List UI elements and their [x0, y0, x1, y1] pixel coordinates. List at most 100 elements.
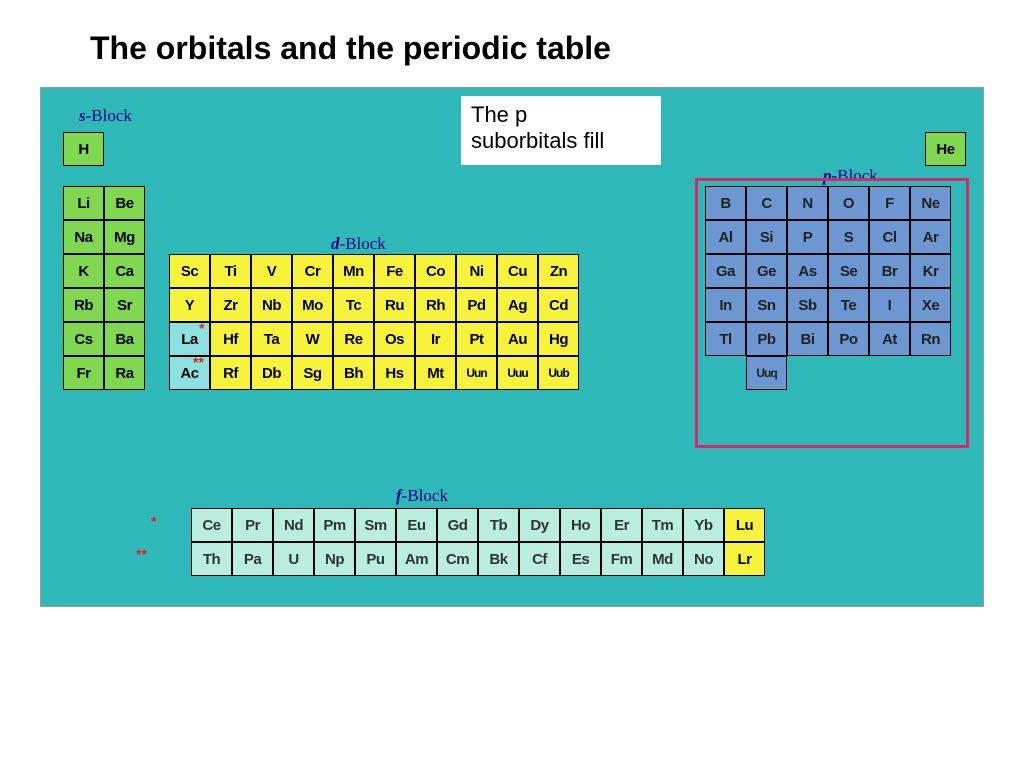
element-cell-Ru: Ru — [374, 288, 415, 322]
element-cell-Li: Li — [63, 186, 104, 220]
element-cell-Tl: Tl — [705, 322, 746, 356]
element-cell-Cr: Cr — [292, 254, 333, 288]
element-cell-Rh: Rh — [415, 288, 456, 322]
element-cell-Eu: Eu — [396, 508, 437, 542]
element-cell-U: U — [273, 542, 314, 576]
periodic-table-chart: s-Block d-Block p-Block f-Block The p su… — [40, 87, 984, 607]
element-cell-Ca: Ca — [104, 254, 145, 288]
element-cell-Tc: Tc — [333, 288, 374, 322]
element-cell-At: At — [869, 322, 910, 356]
p-block-grid: BCNOFNeAlSiPSClArGaGeAsSeBrKrInSnSbTeIXe… — [705, 186, 951, 390]
element-cell-Fe: Fe — [374, 254, 415, 288]
element-cell-Lu: Lu — [724, 508, 765, 542]
element-cell-Br: Br — [869, 254, 910, 288]
element-cell-Cs: Cs — [63, 322, 104, 356]
element-cell-Md: Md — [642, 542, 683, 576]
element-cell-B: B — [705, 186, 746, 220]
d-block-label: d-Block — [331, 234, 386, 254]
element-cell-Fr: Fr — [63, 356, 104, 390]
element-cell-Co: Co — [415, 254, 456, 288]
element-cell-Ti: Ti — [210, 254, 251, 288]
element-cell-Mo: Mo — [292, 288, 333, 322]
s-block-label: s-Block — [79, 106, 132, 126]
element-cell-Am: Am — [396, 542, 437, 576]
element-cell-F: F — [869, 186, 910, 220]
element-cell-Uun: Uun — [456, 356, 497, 390]
element-cell-Dy: Dy — [519, 508, 560, 542]
element-cell-Er: Er — [601, 508, 642, 542]
element-cell-Tb: Tb — [478, 508, 519, 542]
s-block-grid: LiBeNaMgKCaRbSrCsBaFrRa — [63, 186, 145, 390]
element-cell-Pa: Pa — [232, 542, 273, 576]
element-cell-Es: Es — [560, 542, 601, 576]
f-block-grid: CePrNdPmSmEuGdTbDyHoErTmYbLuThPaUNpPuAmC… — [191, 508, 765, 576]
element-cell-I: I — [869, 288, 910, 322]
element-cell-K: K — [63, 254, 104, 288]
element-cell-Y: Y — [169, 288, 210, 322]
element-cell-Zr: Zr — [210, 288, 251, 322]
element-cell-Cl: Cl — [869, 220, 910, 254]
element-cell-Be: Be — [104, 186, 145, 220]
element-cell-Cu: Cu — [497, 254, 538, 288]
element-cell-Pb: Pb — [746, 322, 787, 356]
element-cell-Kr: Kr — [910, 254, 951, 288]
element-cell-V: V — [251, 254, 292, 288]
element-cell-Na: Na — [63, 220, 104, 254]
element-cell-Sb: Sb — [787, 288, 828, 322]
element-cell-Ga: Ga — [705, 254, 746, 288]
element-cell-Yb: Yb — [683, 508, 724, 542]
element-cell-Pu: Pu — [355, 542, 396, 576]
element-cell-Al: Al — [705, 220, 746, 254]
element-cell-Fm: Fm — [601, 542, 642, 576]
element-cell-Sn: Sn — [746, 288, 787, 322]
element-cell-Sc: Sc — [169, 254, 210, 288]
element-cell-Pd: Pd — [456, 288, 497, 322]
d-block-grid: ScTiVCrMnFeCoNiCuZnYZrNbMoTcRuRhPdAgCdLa… — [169, 254, 579, 390]
element-cell-Ra: Ra — [104, 356, 145, 390]
element-cell-Rb: Rb — [63, 288, 104, 322]
f-asterisk-2: ** — [136, 546, 147, 562]
element-cell-Gd: Gd — [437, 508, 478, 542]
element-cell-Ar: Ar — [910, 220, 951, 254]
element-cell-In: In — [705, 288, 746, 322]
page-title: The orbitals and the periodic table — [0, 0, 1024, 87]
element-cell-Mt: Mt — [415, 356, 456, 390]
f-block-label: f-Block — [396, 486, 448, 506]
callout-box: The p suborbitals fill — [461, 96, 661, 165]
element-cell-Re: Re — [333, 322, 374, 356]
element-cell-Ag: Ag — [497, 288, 538, 322]
element-cell-Bk: Bk — [478, 542, 519, 576]
element-cell-Sg: Sg — [292, 356, 333, 390]
element-cell-Sr: Sr — [104, 288, 145, 322]
element-cell-Ho: Ho — [560, 508, 601, 542]
element-cell-O: O — [828, 186, 869, 220]
element-cell-Tm: Tm — [642, 508, 683, 542]
element-cell-Rf: Rf — [210, 356, 251, 390]
element-cell-Te: Te — [828, 288, 869, 322]
callout-line-2: suborbitals fill — [471, 128, 651, 154]
element-cell-Cm: Cm — [437, 542, 478, 576]
element-cell-W: W — [292, 322, 333, 356]
element-cell-Lr: Lr — [724, 542, 765, 576]
element-cell-S: S — [828, 220, 869, 254]
element-cell-Xe: Xe — [910, 288, 951, 322]
element-cell-C: C — [746, 186, 787, 220]
element-cell-Ne: Ne — [910, 186, 951, 220]
element-cell-Os: Os — [374, 322, 415, 356]
element-cell-No: No — [683, 542, 724, 576]
element-cell-Cd: Cd — [538, 288, 579, 322]
element-cell-Ce: Ce — [191, 508, 232, 542]
element-cell-He: He — [925, 132, 966, 166]
element-cell-P: P — [787, 220, 828, 254]
element-cell-Zn: Zn — [538, 254, 579, 288]
element-cell-Hf: Hf — [210, 322, 251, 356]
element-cell-Np: Np — [314, 542, 355, 576]
element-cell-N: N — [787, 186, 828, 220]
element-cell-Hg: Hg — [538, 322, 579, 356]
callout-line-1: The p — [471, 102, 651, 128]
element-cell-Db: Db — [251, 356, 292, 390]
element-cell-Sm: Sm — [355, 508, 396, 542]
element-cell-Rn: Rn — [910, 322, 951, 356]
element-cell-Se: Se — [828, 254, 869, 288]
element-cell-Pt: Pt — [456, 322, 497, 356]
